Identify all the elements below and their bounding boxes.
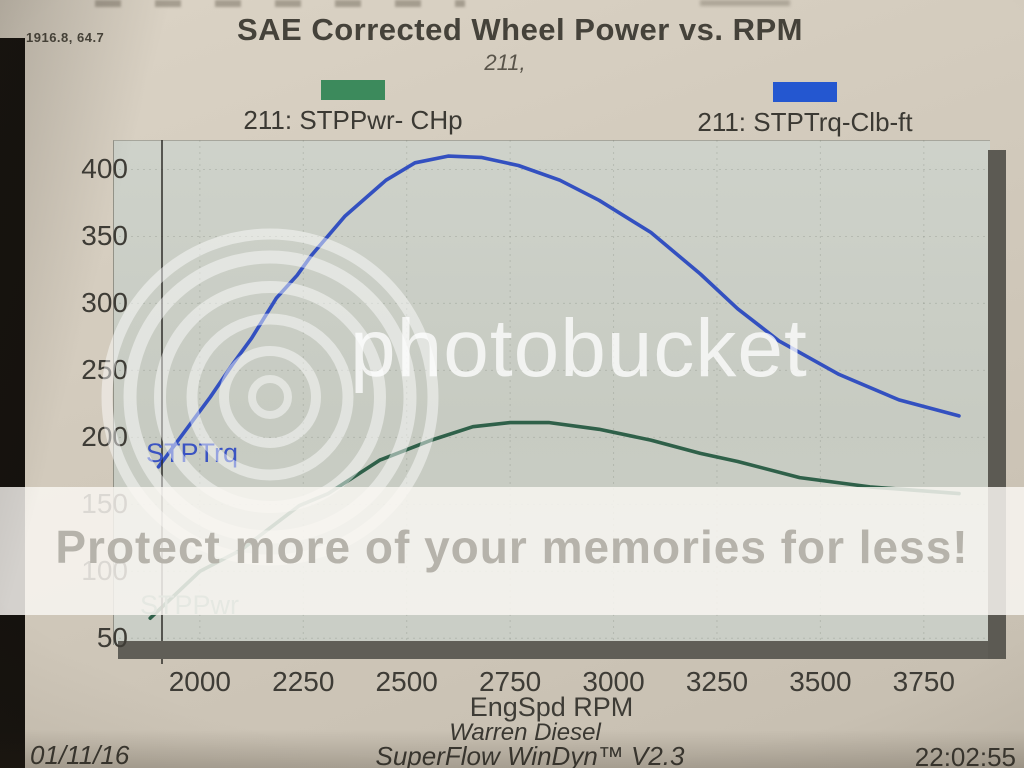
legend-item-torque: 211: STPTrq-Clb-ft xyxy=(679,82,931,138)
chart-title: SAE Corrected Wheel Power vs. RPM xyxy=(236,12,804,47)
photobucket-watermark-text: photobucket xyxy=(350,303,808,394)
x-tick-label: 3250 xyxy=(685,666,749,697)
y-tick-label: 350 xyxy=(81,220,128,252)
x-tick-label: 2500 xyxy=(375,666,438,697)
watermark-banner-band xyxy=(0,487,1024,615)
power-legend-label: 211: STPPwr- CHp xyxy=(243,105,463,135)
cursor-readout: 1916.8, 64.7 xyxy=(26,30,105,45)
power-legend-swatch xyxy=(321,80,385,100)
x-tick-label: 3500 xyxy=(789,666,852,697)
y-tick-label: 300 xyxy=(81,287,128,319)
software-version: SuperFlow WinDyn™ V2.3 xyxy=(375,741,685,768)
torque-legend-swatch xyxy=(773,82,837,102)
chart-cursor-line xyxy=(161,140,163,664)
x-tick-label: 2000 xyxy=(168,666,231,697)
x-tick-label: 3000 xyxy=(582,666,645,697)
x-tick-label: 3750 xyxy=(892,666,955,697)
y-tick-label: 200 xyxy=(81,421,128,453)
series-curve xyxy=(156,154,961,469)
x-axis-bar xyxy=(118,641,1006,659)
dyno-shop-name: Warren Diesel xyxy=(449,719,601,746)
menubar-remnant xyxy=(95,0,465,7)
screen-bezel xyxy=(0,38,25,768)
run-date: 01/11/16 xyxy=(30,740,130,768)
y-tick-label: 50 xyxy=(96,622,128,654)
torque-legend-label: 211: STPTrq-Clb-ft xyxy=(697,107,913,137)
x-axis-title: EngSpd RPM xyxy=(469,692,634,722)
torque-curve-label: STPTrq xyxy=(146,438,239,468)
y-tick-label: 400 xyxy=(81,153,128,185)
x-tick-label: 2250 xyxy=(272,666,335,697)
x-tick-label: 2750 xyxy=(478,666,542,697)
watermark-banner-text: Protect more of your memories for less! xyxy=(55,521,969,573)
y-tick-label: 250 xyxy=(81,354,128,386)
run-time: 22:02:55 xyxy=(914,742,1016,768)
menubar-remnant-right xyxy=(700,0,790,6)
legend-item-power: 211: STPPwr- CHp xyxy=(227,80,479,136)
chart-subtitle: 211, xyxy=(484,50,526,75)
